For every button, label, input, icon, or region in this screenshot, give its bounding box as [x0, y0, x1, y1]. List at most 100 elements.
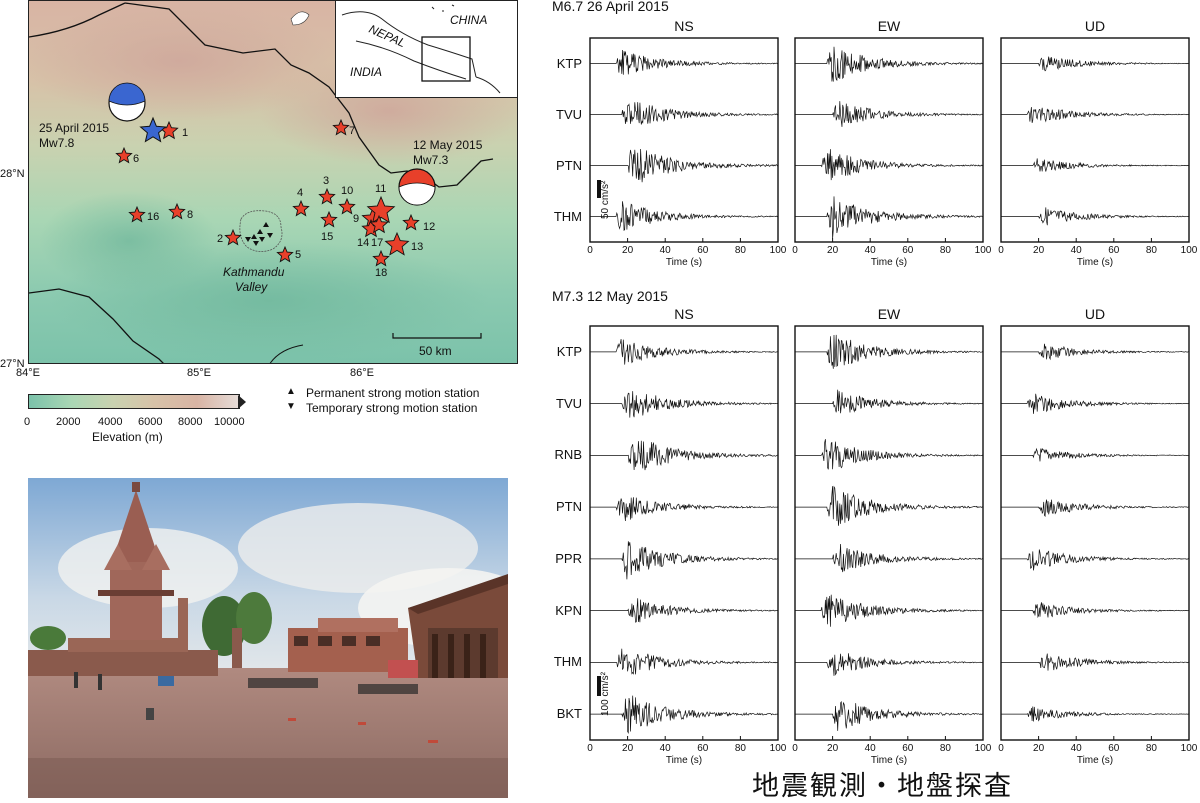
panel2-waveform: [794, 439, 984, 470]
panel1-waveform: [590, 102, 779, 125]
lon-label-85: 85°E: [187, 367, 211, 379]
panel1-scale-label: 50 cm/s²: [600, 180, 611, 219]
aftershock-label: 5: [295, 249, 302, 261]
colorbar-tick: 0: [24, 416, 31, 428]
panel2-time-label: Time (s): [870, 755, 908, 766]
panel2-station-label: THM: [553, 654, 582, 670]
panel1-component-label: EW: [877, 18, 901, 34]
panel2-station-label: PTN: [556, 499, 582, 515]
aftershock-label: 7: [349, 125, 356, 137]
panel1-station-label: KTP: [556, 55, 582, 71]
event-april-date: 25 April 2015: [39, 121, 110, 135]
panel1-waveform: [795, 101, 984, 127]
panel2-waveform: [589, 440, 779, 471]
aftershock-star: [338, 197, 356, 215]
event-april-mag: Mw7.8: [39, 136, 75, 150]
panel1-time-tick: 40: [864, 245, 876, 256]
panel2-waveform: [589, 695, 779, 734]
panel2-waveform: [1000, 393, 1190, 414]
panel1-time-tick: 60: [902, 245, 914, 256]
panel2-station-label: TVU: [556, 395, 582, 411]
elevation-colorbar: [28, 394, 240, 409]
panel2-time-tick: 0: [998, 743, 1004, 754]
panel1-waveform: [795, 196, 984, 239]
aftershock-label: 9: [353, 213, 360, 225]
panel1-time-tick: 60: [697, 245, 709, 256]
panel2-waveform: [1000, 499, 1190, 518]
lat-label-27: 27°N: [0, 358, 25, 370]
aftershock-star: [372, 249, 390, 267]
panel1-station-label: PTN: [556, 157, 582, 173]
aftershock-star: [276, 245, 294, 263]
colorbar-tick: 4000: [98, 416, 123, 428]
panel2-time-tick: 20: [1033, 743, 1045, 754]
colorbar-tick: 2000: [56, 416, 81, 428]
panel2-time-tick: 100: [769, 743, 787, 754]
panel2-time-tick: 40: [1070, 743, 1082, 754]
aftershock-label: 2: [217, 233, 224, 245]
triangle-down-icon: ▼: [286, 401, 296, 412]
lat-label-28: 28°N: [0, 168, 25, 180]
aftershock-label: 14: [357, 237, 370, 249]
panel2-waveform: [1000, 602, 1189, 619]
colorbar-tick: 8000: [178, 416, 203, 428]
durbar-square-photo: [28, 478, 508, 798]
panel1-waveform: [1001, 107, 1190, 123]
panel2-time-tick: 40: [659, 743, 671, 754]
panel2-waveform: [794, 653, 984, 676]
panel1-time-tick: 0: [998, 245, 1004, 256]
aftershock-stars: [115, 116, 420, 267]
panel2-time-tick: 20: [827, 743, 839, 754]
panel1-time-tick: 40: [659, 245, 671, 256]
aftershock-star: [224, 228, 242, 246]
panel1-waveform: [590, 49, 779, 75]
aftershock-label: 16: [147, 211, 160, 223]
panel2-station-label: BKT: [556, 706, 582, 722]
panel2-time-tick: 60: [902, 743, 914, 754]
panel2-time-tick: 100: [1180, 743, 1198, 754]
panel1-trace-box: [589, 37, 779, 243]
aftershock-star: [168, 202, 186, 220]
panel2-station-label: KTP: [556, 343, 582, 359]
panel2-waveform: [794, 389, 983, 414]
aftershock-star: [115, 146, 133, 164]
panel1-station-label: THM: [553, 208, 582, 224]
panel1-time-tick: 0: [587, 245, 593, 256]
panel2-time-tick: 20: [622, 743, 634, 754]
aftershock-star: [366, 195, 396, 224]
panel1-time-tick: 20: [1033, 245, 1045, 256]
panel2-trace-box: [589, 325, 779, 741]
panel2-waveform: [794, 594, 984, 627]
panel1-time-tick: 40: [1070, 245, 1082, 256]
panel2-waveform: [1000, 653, 1190, 671]
aftershock-star: [384, 231, 410, 256]
valley-label-1: Kathmandu: [223, 265, 285, 279]
panel1-waveform: [1001, 158, 1190, 172]
inset-label-india: INDIA: [350, 65, 383, 79]
panel1-time-tick: 80: [939, 245, 951, 256]
aftershock-label: 18: [375, 267, 388, 279]
inset-map: CHINA NEPAL INDIA: [335, 1, 517, 98]
panel2-scale-bar: [597, 676, 601, 696]
panel2-waveform: [589, 541, 779, 580]
panel1-waveform: [795, 46, 984, 82]
panel2-waveform: [1000, 706, 1190, 722]
panel2-time-tick: 60: [1108, 743, 1120, 754]
colorbar-label: Elevation (m): [92, 430, 163, 444]
panel2-time-label: Time (s): [665, 755, 703, 766]
panel2-time-tick: 0: [792, 743, 798, 754]
aftershock-star: [292, 199, 310, 217]
panel1-waveform: [590, 148, 779, 183]
panel1-trace-box: [794, 37, 984, 243]
aftershock-label: 8: [187, 209, 194, 221]
panel1-time-tick: 80: [734, 245, 746, 256]
photo-svg: [28, 478, 508, 798]
panel2-time-tick: 40: [864, 743, 876, 754]
panel1-time-label: Time (s): [870, 257, 908, 268]
scale-bar-label: 50 km: [419, 344, 452, 358]
panel2-time-tick: 80: [939, 743, 951, 754]
panel2-waveform: [794, 543, 984, 573]
panel1-time-tick: 20: [827, 245, 839, 256]
panel1-component-label: UD: [1084, 18, 1106, 34]
panel1-time-tick: 0: [792, 245, 798, 256]
